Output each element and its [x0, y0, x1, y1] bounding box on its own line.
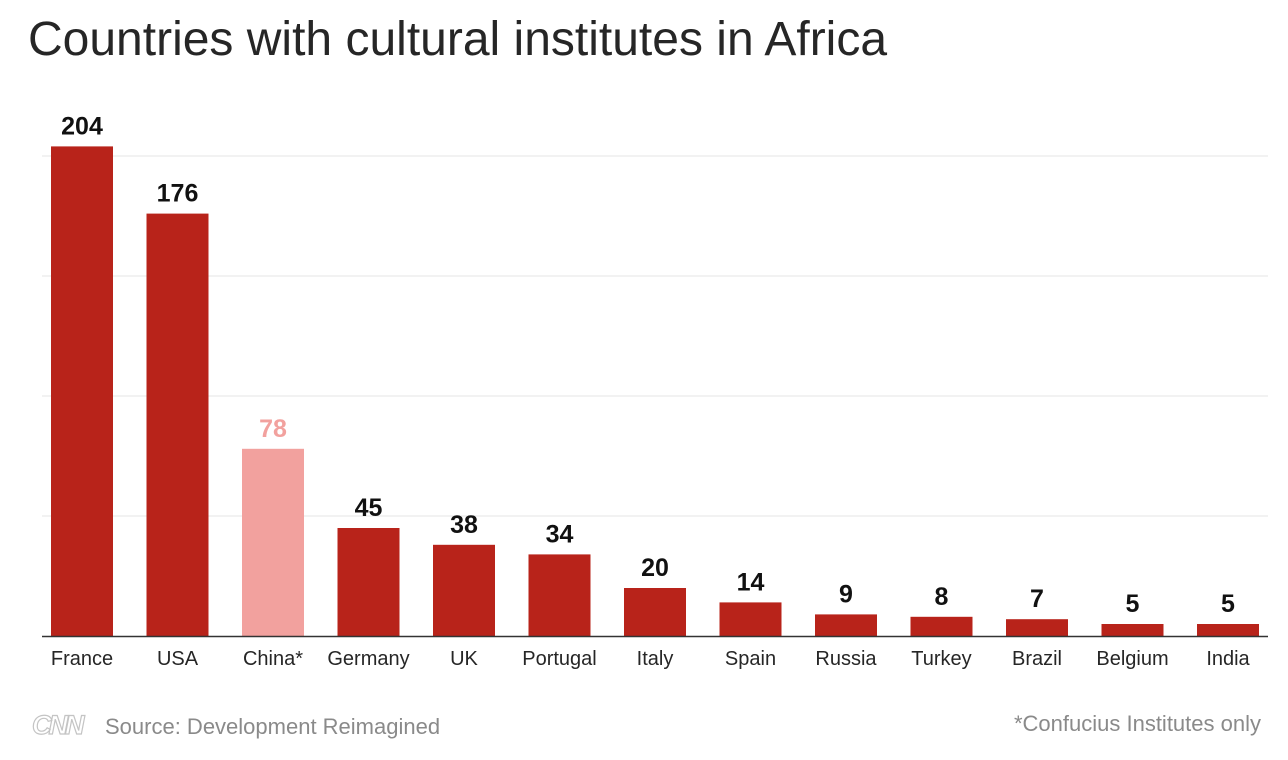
cnn-logo: CNN [31, 709, 85, 740]
value-label-uk: 38 [450, 511, 478, 539]
bar-belgium [1101, 624, 1164, 636]
chart-title: Countries with cultural institutes in Af… [28, 13, 888, 66]
bar-france [51, 146, 113, 636]
value-label-belgium: 5 [1126, 590, 1140, 618]
value-label-france: 204 [61, 112, 103, 140]
value-label-china: 78 [259, 415, 287, 443]
value-labels: 204 176 78 45 38 34 20 14 9 8 7 5 5 [61, 112, 1235, 618]
bar-brazil [1006, 619, 1068, 636]
value-label-germany: 45 [355, 494, 383, 522]
value-label-india: 5 [1221, 590, 1235, 618]
category-label-belgium: Belgium [1096, 648, 1168, 670]
category-label-portugal: Portugal [522, 648, 597, 670]
bar-chart: 204 176 78 45 38 34 20 14 9 8 7 5 5 France USA China* G… [42, 112, 1268, 670]
category-label-uk: UK [450, 648, 478, 670]
value-label-spain: 14 [737, 568, 765, 596]
category-label-turkey: Turkey [911, 648, 971, 670]
grid-lines [42, 155, 1268, 517]
bar-italy [624, 588, 686, 636]
category-label-usa: USA [157, 648, 199, 670]
category-label-china: China* [243, 648, 303, 670]
value-label-portugal: 34 [546, 520, 574, 548]
bar-russia [815, 614, 877, 636]
category-label-brazil: Brazil [1012, 648, 1062, 670]
bar-india [1197, 624, 1259, 636]
category-label-germany: Germany [327, 648, 409, 670]
bar-china [242, 448, 304, 636]
value-label-turkey: 8 [935, 583, 949, 611]
bars [51, 146, 1259, 636]
category-label-france: France [51, 648, 113, 670]
value-label-russia: 9 [839, 580, 853, 608]
value-label-usa: 176 [157, 180, 199, 208]
category-label-spain: Spain [725, 648, 776, 670]
bar-turkey [910, 616, 973, 636]
bar-germany [337, 528, 400, 636]
value-label-italy: 20 [641, 554, 669, 582]
bar-spain [719, 602, 782, 636]
category-labels: France USA China* Germany UK Portugal Italy Spa… [51, 648, 1251, 670]
bar-uk [433, 544, 495, 636]
source-note: Source: Development Reimagined [105, 714, 441, 739]
bar-portugal [528, 554, 591, 636]
category-label-italy: Italy [637, 648, 674, 670]
value-label-brazil: 7 [1030, 585, 1044, 613]
bar-usa [146, 213, 209, 636]
footnote: *Confucius Institutes only [1013, 711, 1261, 736]
category-label-russia: Russia [815, 648, 877, 670]
category-label-india: India [1206, 648, 1250, 670]
